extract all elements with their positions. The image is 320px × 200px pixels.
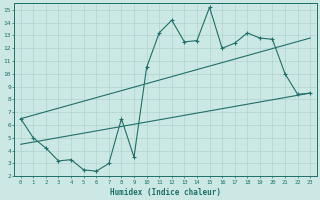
X-axis label: Humidex (Indice chaleur): Humidex (Indice chaleur): [110, 188, 221, 197]
